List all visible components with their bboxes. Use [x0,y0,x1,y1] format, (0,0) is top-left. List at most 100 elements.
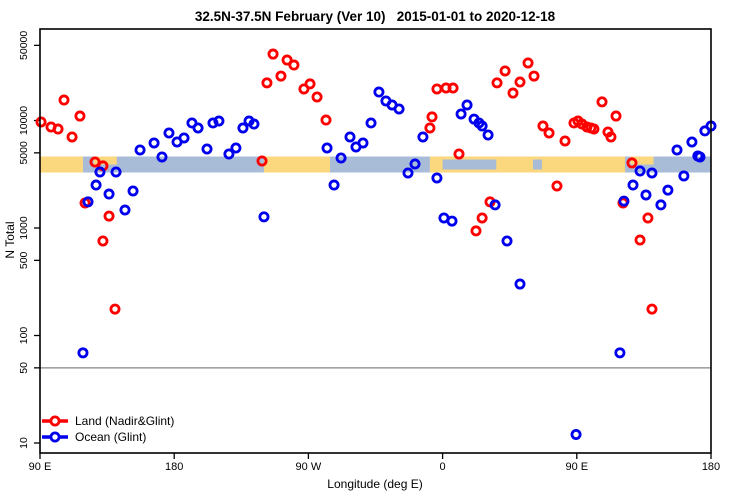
y-tick-label: 50 [18,362,30,374]
land-series-point [35,116,47,128]
land-series-point [74,110,86,122]
ocean-series-point [514,278,526,290]
x-tick-label: 180 [165,461,183,473]
ocean-series-point [634,165,646,177]
land-series-point [642,212,654,224]
ocean-series-point [119,204,131,216]
land-series-point [543,127,555,139]
land-series-point [426,111,438,123]
plot-frame [39,28,712,454]
ocean-series-point [671,144,683,156]
land-series-point [109,303,121,315]
ocean-series-point [627,179,639,191]
ocean-series-point [402,167,414,179]
ocean-series-point [482,129,494,141]
land-series-point [646,303,658,315]
ocean-series-point [103,188,115,200]
land-series-point [431,83,443,95]
ocean-series-point [213,115,225,127]
land-series-point [52,123,64,135]
y-tick-label: 10000 [18,106,30,135]
map-band-land-segment [40,156,83,173]
ocean-series-point [248,118,260,130]
land-series-point [261,77,273,89]
x-axis-label: Longitude (deg E) [327,477,423,491]
land-series-point [499,65,511,77]
land-series-point [424,122,436,134]
ocean-series-point [321,142,333,154]
land-series-point [551,180,563,192]
land-series-point [304,78,316,90]
ocean-series-point [455,108,467,120]
land-series-point [507,87,519,99]
land-series-point [522,57,534,69]
land-series-point [447,82,459,94]
ocean-series-point [461,99,473,111]
ocean-series-point [646,167,658,179]
ocean-series-point [127,185,139,197]
map-band-land-segment [93,156,117,165]
y-axis-label: N Total [3,221,17,259]
y-tick-label: 5000 [18,141,30,165]
land-series-point [267,48,279,60]
land-series-point [610,110,622,122]
land-series-point [514,76,526,88]
map-band-land-segment [630,156,654,165]
ocean-series-point [365,117,377,129]
legend-symbol-land-marker [49,415,61,427]
ocean-series-point [614,347,626,359]
land-series-point [311,91,323,103]
land-series-point [320,114,332,126]
land-series-point [281,54,293,66]
land-series-point [537,120,549,132]
map-band-ocean-segment [82,156,264,173]
ocean-series-point [134,144,146,156]
ocean-series-point [476,120,488,132]
ocean-series-point [110,166,122,178]
ocean-series-point [489,199,501,211]
ocean-series-point [156,151,168,163]
land-series-point [66,131,78,143]
land-series-point [559,135,571,147]
ocean-series-point [207,117,219,129]
ocean-series-point [446,215,458,227]
ocean-series-point [655,199,667,211]
ocean-series-point [417,131,429,143]
ocean-series-point [393,103,405,115]
y-tick-label: 10 [18,437,30,449]
ocean-series-point [344,131,356,143]
land-series-point [256,155,268,167]
ocean-series-point [178,132,190,144]
ocean-series-point [201,143,213,155]
ocean-series-point [94,166,106,178]
y-tick-label: 50000 [18,31,30,60]
legend-label-land: Land (Nadir&Glint) [75,414,175,428]
ocean-series-point [230,142,242,154]
ocean-series-point [570,428,582,440]
x-tick-label: 180 [702,461,720,473]
map-band-ocean-segment [442,159,497,170]
x-tick-label: 90 E [29,461,52,473]
land-series-point [588,123,600,135]
ocean-series-point [148,137,160,149]
map-band-ocean-segment [532,159,542,170]
ocean-series-point [373,86,385,98]
ocean-series-point [640,189,652,201]
land-series-point [476,212,488,224]
land-series-point [58,94,70,106]
land-series-point [97,235,109,247]
ocean-series-point [357,137,369,149]
land-series-point [596,96,608,108]
y-tick-label: 1000 [18,216,30,240]
x-tick-label: 90 E [565,461,588,473]
ocean-series-point [77,347,89,359]
x-tick-label: 0 [440,461,446,473]
ocean-series-point [409,158,421,170]
y-tick-label: 500 [18,251,30,269]
ocean-series-point [328,179,340,191]
land-series-point [103,210,115,222]
ocean-series-point [82,196,94,208]
ocean-series-point [694,151,706,163]
